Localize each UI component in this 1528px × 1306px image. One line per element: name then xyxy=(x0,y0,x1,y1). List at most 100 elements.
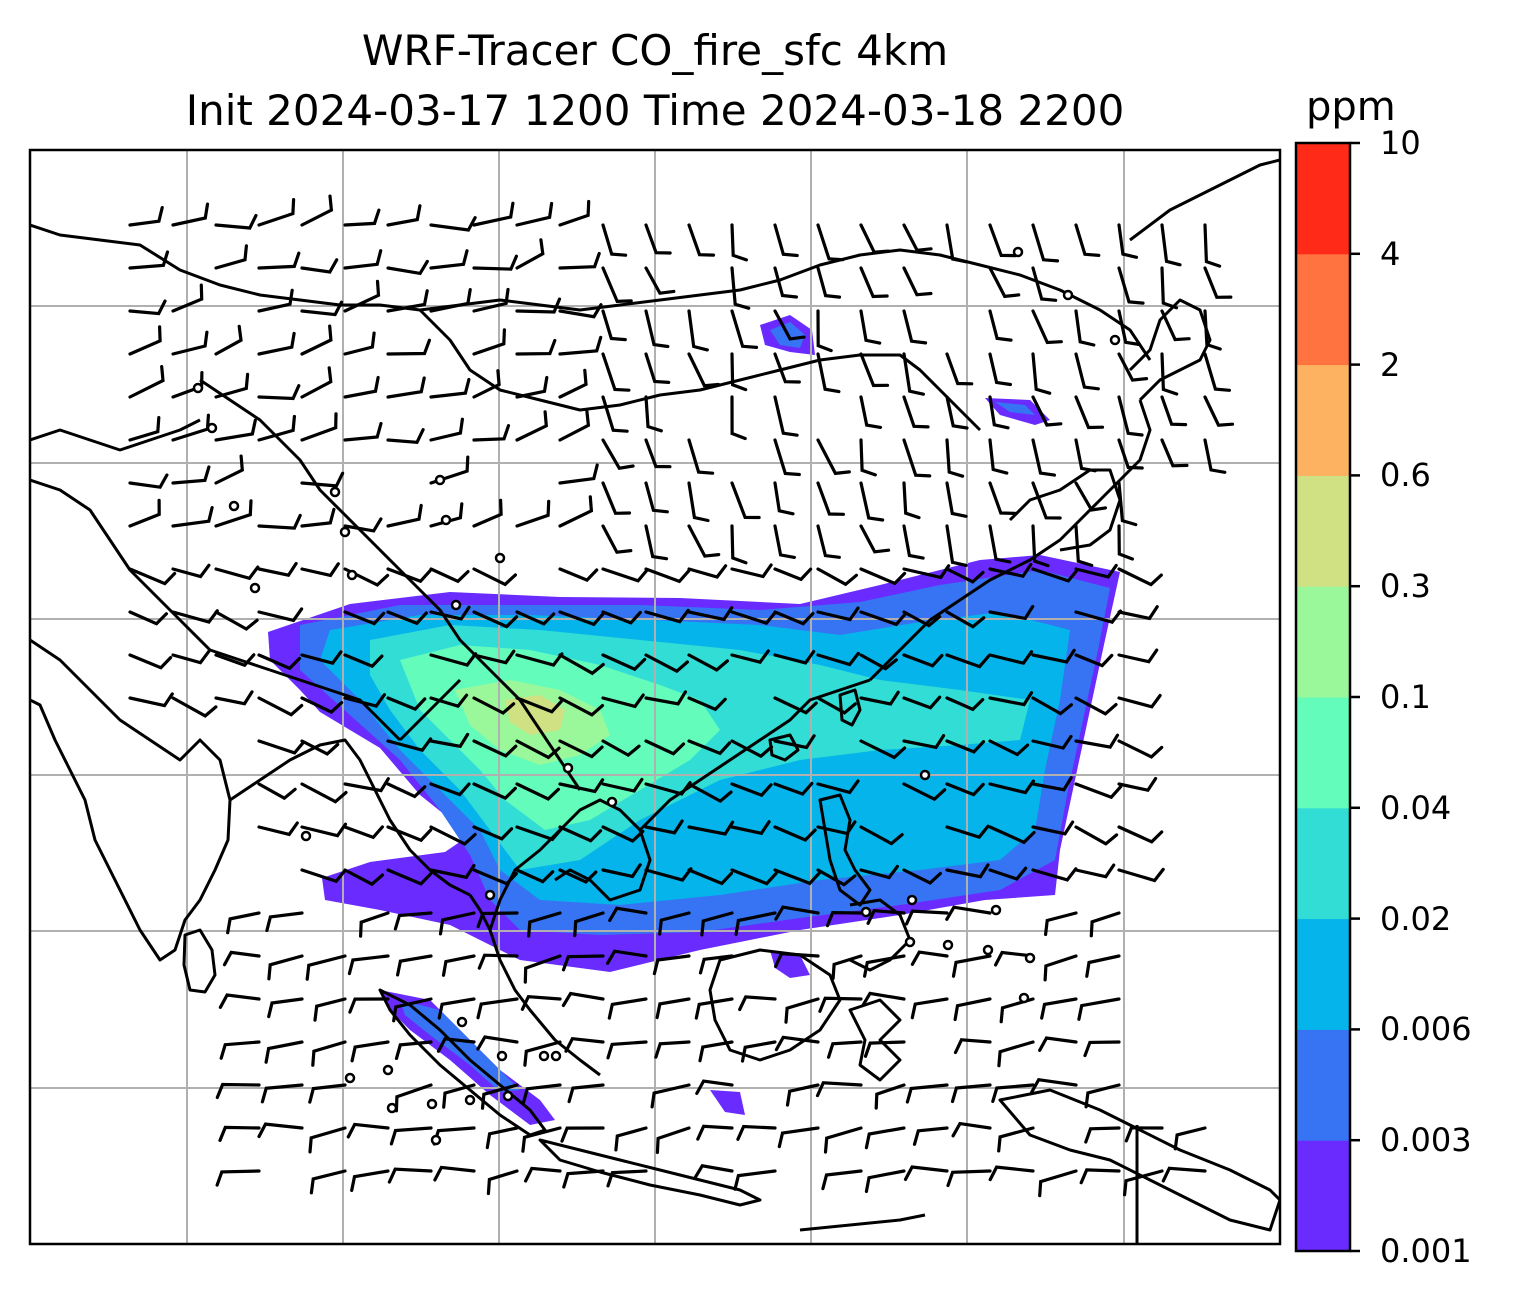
colorbar-swatch xyxy=(1296,918,1350,1030)
wind-barb xyxy=(905,1083,949,1104)
wind-barb xyxy=(902,524,925,560)
wind-barb xyxy=(300,258,339,274)
wind-barb xyxy=(429,567,470,584)
wind-barb xyxy=(785,1083,820,1107)
wind-barb xyxy=(816,352,841,394)
wind-barb xyxy=(601,223,628,257)
wind-barb xyxy=(472,649,516,665)
wind-barb xyxy=(437,997,476,1020)
wind-barb xyxy=(429,288,472,313)
wind-barb xyxy=(863,1040,906,1058)
colorbar-tick-label: 2 xyxy=(1380,345,1401,384)
wind-barb xyxy=(429,782,471,797)
wind-barb xyxy=(346,1122,390,1139)
wind-barb xyxy=(171,609,219,624)
wind-barb xyxy=(816,779,860,795)
wind-barb xyxy=(945,352,974,386)
calm-wind-marker xyxy=(456,1016,468,1028)
wind-barb xyxy=(773,868,821,886)
wind-barb xyxy=(912,1126,949,1146)
wind-barb xyxy=(128,567,177,586)
colorbar-tick-label: 0.02 xyxy=(1380,899,1452,938)
wind-barb xyxy=(300,868,347,884)
colorbar-tick-label: 0.003 xyxy=(1380,1121,1472,1160)
wind-barb xyxy=(773,610,815,626)
wind-barb xyxy=(1203,223,1222,268)
wind-barb xyxy=(730,481,761,520)
wind-barb xyxy=(614,1126,648,1152)
gridlines xyxy=(30,150,1280,1244)
calm-wind-marker xyxy=(339,526,351,538)
wind-barb xyxy=(477,953,519,970)
wind-barb xyxy=(311,1040,347,1067)
wind-barb xyxy=(472,287,510,313)
wind-barb xyxy=(257,696,304,717)
wind-barb xyxy=(219,1040,261,1060)
wind-barb xyxy=(1117,352,1149,382)
wind-barb xyxy=(222,950,261,967)
wind-barb xyxy=(300,366,333,399)
sulawesi xyxy=(848,998,902,1082)
wind-barb xyxy=(1117,266,1145,305)
wind-barb xyxy=(562,1169,605,1189)
calm-wind-marker xyxy=(344,1072,356,1084)
wind-barb xyxy=(1074,352,1100,391)
wind-barb xyxy=(558,199,591,227)
wind-barb xyxy=(171,413,210,442)
wind-barb xyxy=(988,352,1012,387)
wind-barb xyxy=(859,864,899,880)
wind-barb xyxy=(524,1166,562,1183)
colorbar-tick-label: 0.001 xyxy=(1380,1232,1472,1270)
wind-barb xyxy=(816,696,857,715)
wind-barb xyxy=(1031,481,1062,520)
wind-barb xyxy=(300,324,333,356)
colorbar-swatch xyxy=(1296,807,1350,920)
wind-barb xyxy=(343,517,383,533)
calm-wind-marker xyxy=(942,939,954,951)
wind-barb xyxy=(644,309,670,349)
wind-barb xyxy=(515,825,564,842)
wind-barb xyxy=(859,266,889,299)
wind-barb xyxy=(523,1040,562,1067)
wind-barb xyxy=(128,206,164,227)
wind-barb xyxy=(859,524,891,554)
colorbar-swatch xyxy=(1296,1029,1350,1141)
calm-wind-marker xyxy=(430,1134,442,1146)
wind-barb xyxy=(816,223,845,262)
wind-barb xyxy=(1031,820,1075,836)
wind-barb xyxy=(561,954,605,972)
wind-barb xyxy=(945,782,985,797)
wind-barb xyxy=(128,692,174,708)
wind-barb xyxy=(945,395,969,430)
wind-barb xyxy=(818,996,863,1013)
wind-barb xyxy=(859,567,907,586)
wind-barb xyxy=(1074,395,1105,430)
wind-barb xyxy=(343,331,376,356)
wind-barb xyxy=(658,911,691,936)
wind-barb xyxy=(902,734,946,750)
wind-barb xyxy=(558,696,605,717)
calm-wind-marker xyxy=(1018,992,1030,1004)
wind-barb xyxy=(515,338,557,356)
wind-barb xyxy=(387,1167,433,1184)
wind-barb xyxy=(300,650,343,666)
wind-barb xyxy=(816,868,857,887)
wind-barb xyxy=(567,1083,605,1104)
wind-barb xyxy=(260,1083,304,1104)
wind-barb xyxy=(902,481,921,520)
wind-barb xyxy=(950,1083,992,1104)
wind-barb xyxy=(558,653,605,676)
wind-barb xyxy=(343,279,381,313)
colorbar-tick-label: 0.1 xyxy=(1380,678,1431,716)
wind-barb xyxy=(773,481,795,516)
wind-barb xyxy=(694,997,734,1020)
wind-barb xyxy=(257,384,301,401)
wind-barb xyxy=(1117,438,1144,470)
wind-barb xyxy=(472,254,518,271)
wind-barb xyxy=(730,868,778,886)
wind-barb xyxy=(988,223,1017,258)
wind-barb xyxy=(608,906,648,922)
wind-barb xyxy=(429,825,477,846)
wind-barb xyxy=(644,781,692,796)
wind-barb xyxy=(558,739,604,759)
